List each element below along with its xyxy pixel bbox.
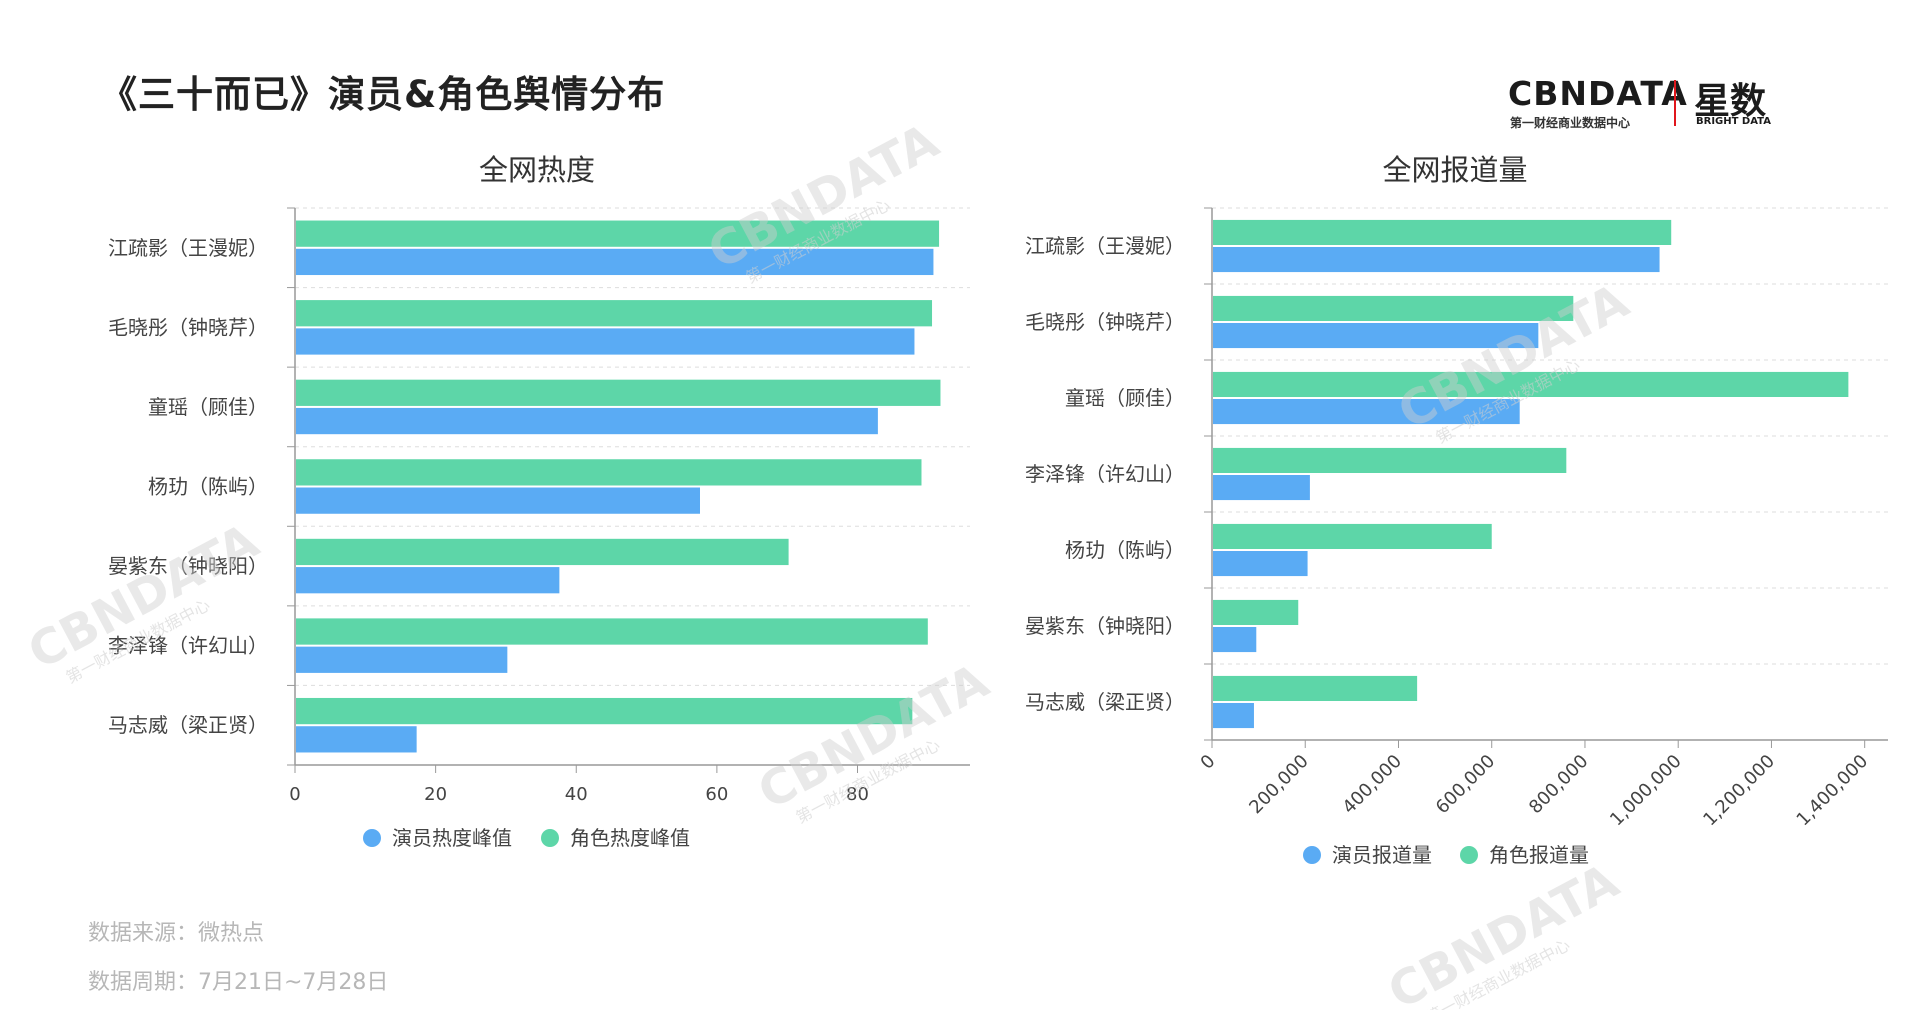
data-period-note: 数据周期：7月21日~7月28日 (88, 970, 389, 995)
bar-role (296, 379, 941, 406)
category-label: 童瑶（顾佳） (1065, 386, 1185, 410)
legend-marker (541, 829, 559, 847)
page-title: 《三十而已》演员&角色舆情分布 (100, 73, 666, 116)
bar-role (296, 300, 933, 327)
category-label: 江疏影（王漫妮） (1025, 234, 1185, 258)
bar-role (1213, 219, 1672, 245)
category-label: 马志威（梁正贤） (1025, 690, 1185, 714)
logo-brand-sub: 第一财经商业数据中心 (1510, 116, 1631, 130)
bar-actor (1213, 323, 1539, 349)
bar-actor (296, 407, 878, 435)
bar-actor (296, 646, 508, 673)
category-label: 江疏影（王漫妮） (108, 236, 268, 260)
legend-marker (1303, 846, 1321, 864)
bar-role (1213, 675, 1418, 701)
bar-actor (296, 726, 417, 753)
bar-role (296, 697, 913, 725)
bar-role (296, 618, 928, 645)
category-label: 晏紫东（钟晓阳） (1025, 614, 1185, 638)
category-label: 李泽锋（许幻山） (1025, 462, 1185, 486)
legend-marker (1460, 846, 1478, 864)
chart-title: 全网热度 (479, 153, 595, 187)
legend-label: 演员报道量 (1332, 843, 1432, 867)
legend-label: 演员热度峰值 (392, 826, 512, 850)
x-tick-label: 80 (846, 784, 869, 805)
logo-divider (1674, 80, 1676, 126)
category-label: 马志威（梁正贤） (108, 713, 268, 737)
bar-role (296, 459, 922, 486)
bar-actor (296, 487, 700, 514)
legend-marker (363, 829, 381, 847)
brand-logo: CBNDATA 第一财经商业数据中心 星数 BRIGHT DATA (1508, 74, 1788, 134)
category-label: 童瑶（顾佳） (148, 395, 268, 419)
bar-role (1213, 523, 1492, 549)
data-source-note: 数据来源：微热点 (88, 921, 265, 946)
x-tick-label: 1,200,000 (1699, 751, 1779, 831)
bar-role (296, 538, 789, 566)
category-label: 杨玏（陈屿） (1065, 538, 1185, 562)
category-label: 晏紫东（钟晓阳） (108, 554, 268, 578)
bar-actor (1213, 247, 1660, 273)
x-tick-label: 0 (1197, 751, 1220, 774)
bar-actor (296, 328, 915, 355)
bar-actor (1213, 703, 1254, 729)
watermark-text: CBNDATA (749, 653, 997, 820)
category-label: 毛晓彤（钟晓芹） (1025, 310, 1185, 334)
logo-partner: 星数 (1694, 81, 1767, 122)
bar-role (1213, 295, 1574, 321)
x-tick-label: 20 (424, 784, 447, 805)
logo-brand: CBNDATA (1508, 74, 1688, 113)
bar-actor (1213, 551, 1308, 577)
bar-actor (296, 248, 934, 276)
category-label: 李泽锋（许幻山） (108, 634, 268, 658)
x-tick-label: 60 (705, 784, 728, 805)
category-label: 毛晓彤（钟晓芹） (108, 315, 268, 339)
bar-role (1213, 371, 1849, 397)
legend-label: 角色热度峰值 (570, 826, 690, 850)
x-tick-label: 800,000 (1525, 751, 1592, 818)
x-tick-label: 400,000 (1339, 751, 1406, 818)
x-tick-label: 1,000,000 (1606, 751, 1686, 831)
x-tick-label: 40 (565, 784, 588, 805)
x-tick-label: 200,000 (1245, 751, 1312, 818)
bar-actor (1213, 399, 1520, 425)
bar-role (1213, 599, 1299, 625)
bar-role (296, 220, 940, 247)
chart-title: 全网报道量 (1382, 153, 1527, 187)
x-tick-label: 0 (289, 784, 300, 805)
bar-actor (1213, 475, 1310, 501)
bar-role (1213, 447, 1567, 473)
bar-actor (296, 567, 560, 594)
legend-label: 角色报道量 (1489, 843, 1589, 867)
logo-partner-sub: BRIGHT DATA (1696, 116, 1771, 127)
x-tick-label: 1,400,000 (1793, 751, 1873, 831)
x-tick-label: 600,000 (1432, 751, 1499, 818)
bar-actor (1213, 627, 1257, 653)
category-label: 杨玏（陈屿） (148, 475, 268, 499)
